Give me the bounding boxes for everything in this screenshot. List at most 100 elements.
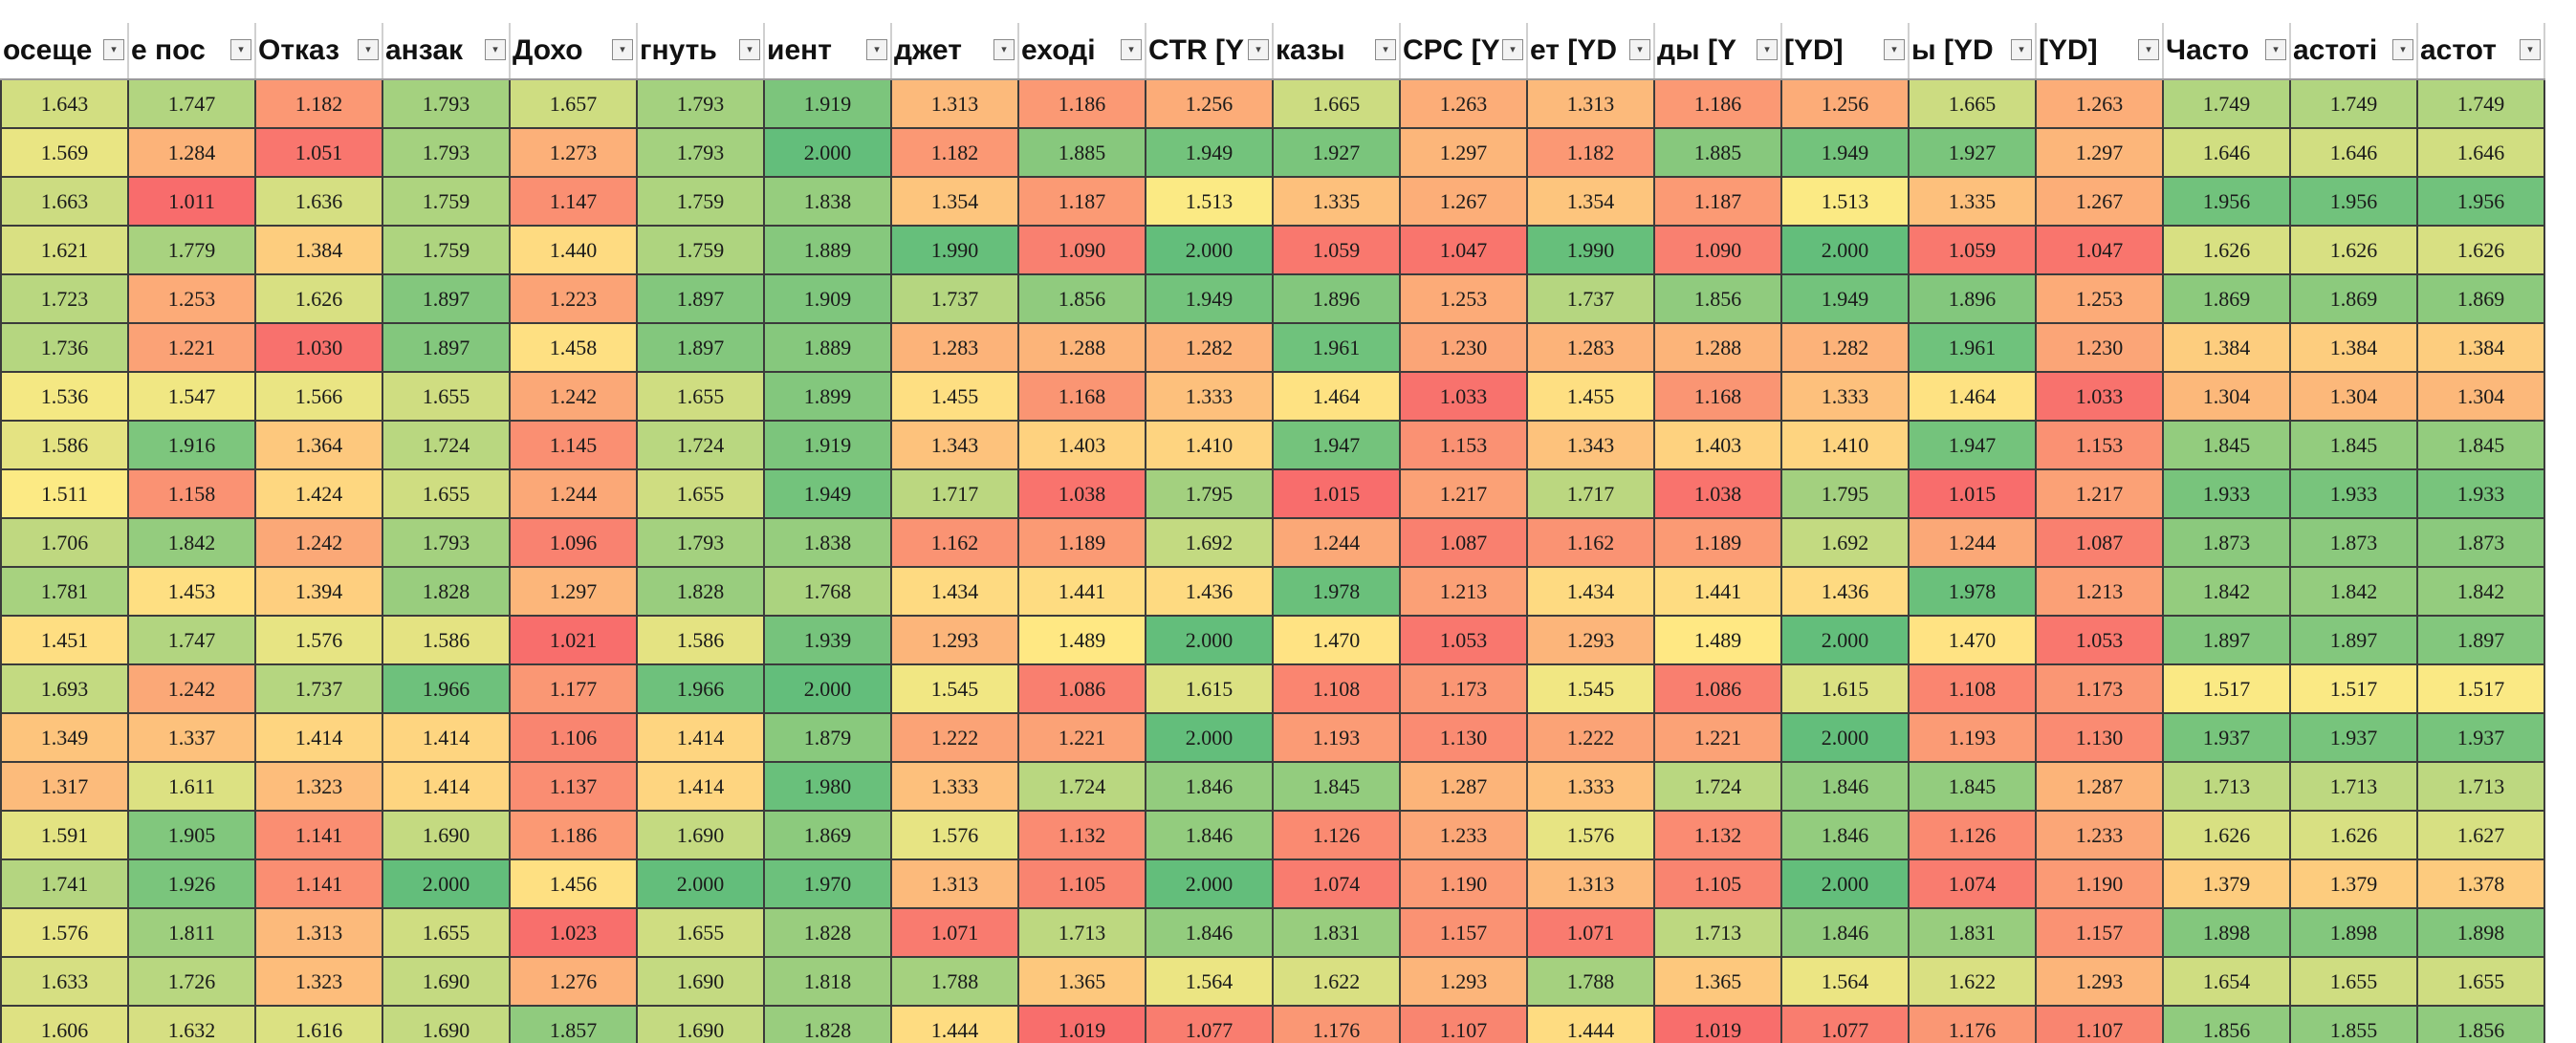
table-cell[interactable]: 1.759 [382,225,511,275]
table-cell[interactable]: 1.905 [127,810,256,860]
table-cell[interactable]: 1.885 [1653,127,1782,178]
table-cell[interactable]: 1.759 [636,176,765,227]
table-cell[interactable]: 1.626 [2289,225,2418,275]
table-cell[interactable]: 1.793 [636,517,765,568]
table-cell[interactable]: 2.000 [763,663,892,714]
table-cell[interactable]: 1.937 [2289,712,2418,763]
table-cell[interactable]: 1.403 [1017,420,1146,470]
table-cell[interactable]: 1.793 [636,78,765,129]
table-cell[interactable]: 1.897 [382,273,511,324]
table-cell[interactable]: 1.736 [0,322,129,373]
table-cell[interactable]: 1.282 [1780,322,1910,373]
table-cell[interactable]: 1.857 [509,1005,638,1043]
table-cell[interactable]: 1.053 [2035,615,2164,665]
table-cell[interactable]: 1.545 [890,663,1019,714]
table-cell[interactable]: 1.242 [127,663,256,714]
table-cell[interactable]: 1.622 [1272,956,1401,1007]
table-cell[interactable]: 1.655 [382,907,511,958]
table-cell[interactable]: 1.717 [1526,468,1655,519]
column-header[interactable]: астоті ▾ [2290,23,2418,80]
table-cell[interactable]: 1.077 [1145,1005,1274,1043]
table-cell[interactable]: 1.692 [1145,517,1274,568]
table-cell[interactable]: 1.626 [254,273,383,324]
table-cell[interactable]: 1.071 [1526,907,1655,958]
table-cell[interactable]: 1.889 [763,225,892,275]
table-cell[interactable]: 1.831 [1272,907,1401,958]
table-cell[interactable]: 1.182 [890,127,1019,178]
table-cell[interactable]: 1.193 [1272,712,1401,763]
table-cell[interactable]: 1.323 [254,956,383,1007]
table-cell[interactable]: 1.793 [382,517,511,568]
table-cell[interactable]: 1.436 [1780,566,1910,617]
table-cell[interactable]: 1.665 [1272,78,1401,129]
column-header[interactable]: [YD] ▾ [2036,23,2164,80]
filter-dropdown-icon[interactable]: ▾ [612,39,633,60]
table-cell[interactable]: 1.626 [2289,810,2418,860]
table-cell[interactable]: 1.949 [1780,273,1910,324]
table-cell[interactable]: 1.591 [0,810,129,860]
table-cell[interactable]: 1.706 [0,517,129,568]
table-cell[interactable]: 1.741 [0,858,129,909]
table-cell[interactable]: 1.846 [1780,907,1910,958]
column-header[interactable]: ы [YD ▾ [1909,23,2037,80]
table-cell[interactable]: 1.384 [2416,322,2545,373]
table-cell[interactable]: 1.899 [763,371,892,422]
table-cell[interactable]: 1.033 [2035,371,2164,422]
table-cell[interactable]: 1.190 [2035,858,2164,909]
table-cell[interactable]: 1.961 [1908,322,2037,373]
column-header[interactable]: казы ▾ [1273,23,1401,80]
table-cell[interactable]: 1.949 [763,468,892,519]
table-cell[interactable]: 1.622 [1908,956,2037,1007]
table-cell[interactable]: 1.933 [2416,468,2545,519]
table-cell[interactable]: 1.283 [890,322,1019,373]
table-cell[interactable]: 1.333 [1526,761,1655,812]
table-cell[interactable]: 1.282 [1145,322,1274,373]
table-cell[interactable]: 1.713 [2416,761,2545,812]
table-cell[interactable]: 1.611 [127,761,256,812]
column-header[interactable]: Отказ ▾ [255,23,383,80]
table-cell[interactable]: 1.349 [0,712,129,763]
table-cell[interactable]: 1.033 [1399,371,1528,422]
table-cell[interactable]: 1.845 [2289,420,2418,470]
table-cell[interactable]: 1.132 [1017,810,1146,860]
table-cell[interactable]: 1.643 [0,78,129,129]
table-cell[interactable]: 1.897 [2416,615,2545,665]
table-cell[interactable]: 2.000 [1145,858,1274,909]
table-cell[interactable]: 1.297 [2035,127,2164,178]
table-cell[interactable]: 1.158 [127,468,256,519]
table-cell[interactable]: 1.011 [127,176,256,227]
column-header[interactable]: астот ▾ [2417,23,2545,80]
table-cell[interactable]: 1.106 [509,712,638,763]
table-cell[interactable]: 1.828 [763,907,892,958]
table-cell[interactable]: 1.513 [1145,176,1274,227]
table-cell[interactable]: 1.615 [1780,663,1910,714]
table-cell[interactable]: 1.162 [1526,517,1655,568]
filter-dropdown-icon[interactable]: ▾ [993,39,1015,60]
table-cell[interactable]: 1.379 [2162,858,2291,909]
table-cell[interactable]: 1.898 [2416,907,2545,958]
table-cell[interactable]: 1.394 [254,566,383,617]
table-cell[interactable]: 1.873 [2162,517,2291,568]
table-cell[interactable]: 1.547 [127,371,256,422]
table-cell[interactable]: 1.276 [509,956,638,1007]
column-header[interactable]: [YD] ▾ [1781,23,1910,80]
table-cell[interactable]: 1.897 [2162,615,2291,665]
table-cell[interactable]: 1.845 [1908,761,2037,812]
table-cell[interactable]: 1.846 [1780,810,1910,860]
table-cell[interactable]: 1.153 [2035,420,2164,470]
table-cell[interactable]: 1.513 [1780,176,1910,227]
table-cell[interactable]: 1.933 [2289,468,2418,519]
table-cell[interactable]: 2.000 [1145,615,1274,665]
table-cell[interactable]: 1.909 [763,273,892,324]
column-header[interactable]: CPC [Y ▾ [1400,23,1528,80]
table-cell[interactable]: 1.256 [1780,78,1910,129]
table-cell[interactable]: 1.455 [890,371,1019,422]
column-header[interactable]: осеще ▾ [1,23,129,80]
table-cell[interactable]: 1.489 [1653,615,1782,665]
filter-dropdown-icon[interactable]: ▾ [1121,39,1142,60]
table-cell[interactable]: 1.627 [2416,810,2545,860]
table-cell[interactable]: 1.187 [1653,176,1782,227]
table-cell[interactable]: 1.768 [763,566,892,617]
table-cell[interactable]: 1.633 [0,956,129,1007]
table-cell[interactable]: 1.855 [2289,1005,2418,1043]
